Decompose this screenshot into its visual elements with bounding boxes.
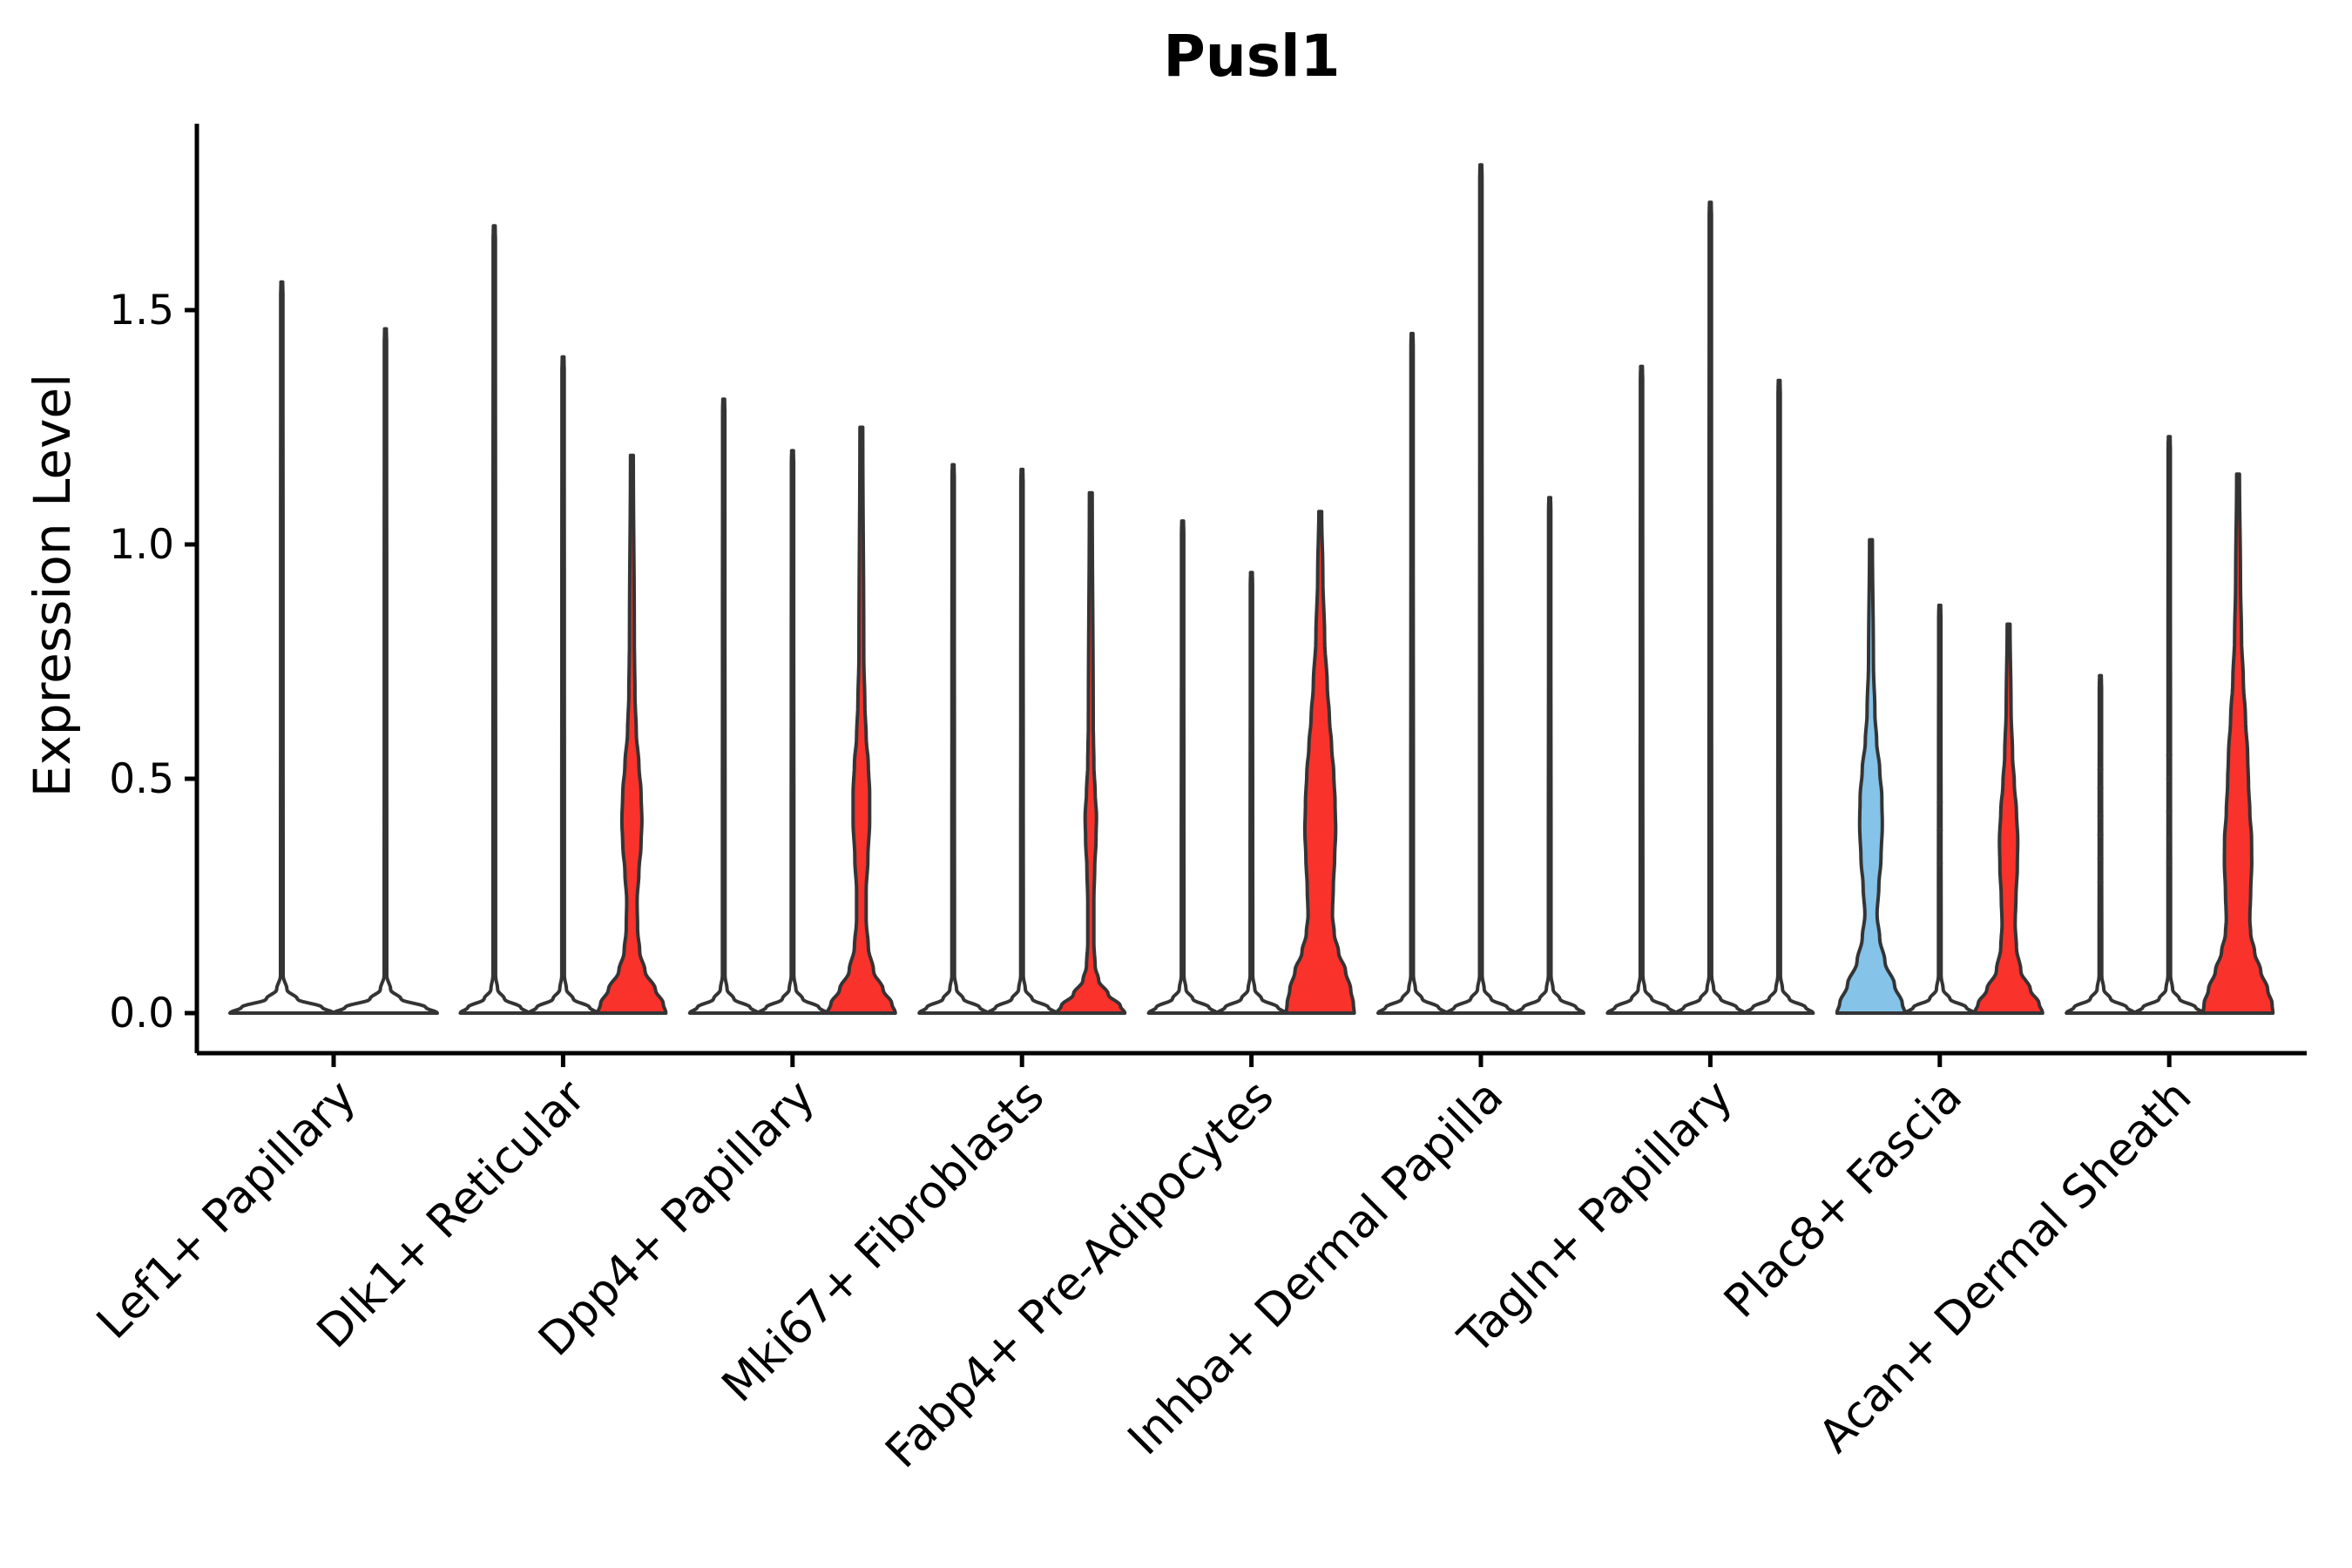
expression-dot [2166,775,2173,782]
violin-2-2-red [825,425,897,1015]
y-tick-label: 1.0 [109,521,174,569]
violin-4-1-white [1215,571,1288,1015]
violin-8-0-white [2065,673,2137,1015]
x-tick-label: Acan+ Dermal Sheath [1809,1071,2202,1463]
expression-dot [1936,860,1943,867]
y-tick-label: 0.5 [109,755,174,803]
expression-dot [2097,785,2104,792]
violin-7-2-red [1972,622,2044,1015]
violin-2-0-white [687,397,760,1015]
plot-title: Pusl1 [1163,23,1341,90]
violin-3-2-red [1055,490,1127,1015]
expression-dot [2166,752,2173,759]
violin-1-0-white [458,224,531,1015]
violin-5-1-white [1445,163,1517,1015]
violin-8-2-red [2201,472,2275,1015]
y-tick-label: 0.0 [109,990,174,1037]
violin-3-1-white [986,467,1058,1015]
violin-8-1-white [2133,435,2206,1015]
expression-dot [2097,878,2104,885]
violin-2-1-white [756,449,828,1015]
expression-dot [1936,799,1943,806]
expression-dot [1936,827,1943,834]
violin-3-0-white [917,463,990,1015]
y-tick-label: 1.5 [109,287,174,335]
violin-5-0-white [1376,331,1448,1015]
violin-6-0-white [1605,364,1678,1015]
violin-6-1-white [1674,200,1747,1015]
violin-6-2-white [1743,378,1815,1015]
expression-dot [2166,836,2173,843]
expression-dot [2097,855,2104,862]
violin-5-2-white [1514,496,1585,1015]
violin-4-2-red [1284,510,1356,1015]
expression-dot [2097,766,2104,773]
x-tick-label: Inhba+ Dermal Papilla [1119,1071,1513,1465]
violin-7-1-white [1903,603,1976,1015]
expression-dot [2097,832,2104,839]
violin-1-2-red [596,453,668,1015]
x-tick-label: Fabp4+ Pre-Adipocytes [875,1071,1283,1478]
violin-4-0-white [1146,519,1219,1015]
violin-7-0-blue [1835,537,1907,1015]
violin-0-1-white [332,327,439,1015]
x-tick-label: Plac8+ Fascia [1714,1071,1972,1328]
violin-1-1-white [527,355,599,1015]
expression-dot [2166,808,2173,815]
expression-dot [2097,813,2104,820]
violin-0-0-white [228,280,335,1015]
expression-dot [2166,860,2173,867]
